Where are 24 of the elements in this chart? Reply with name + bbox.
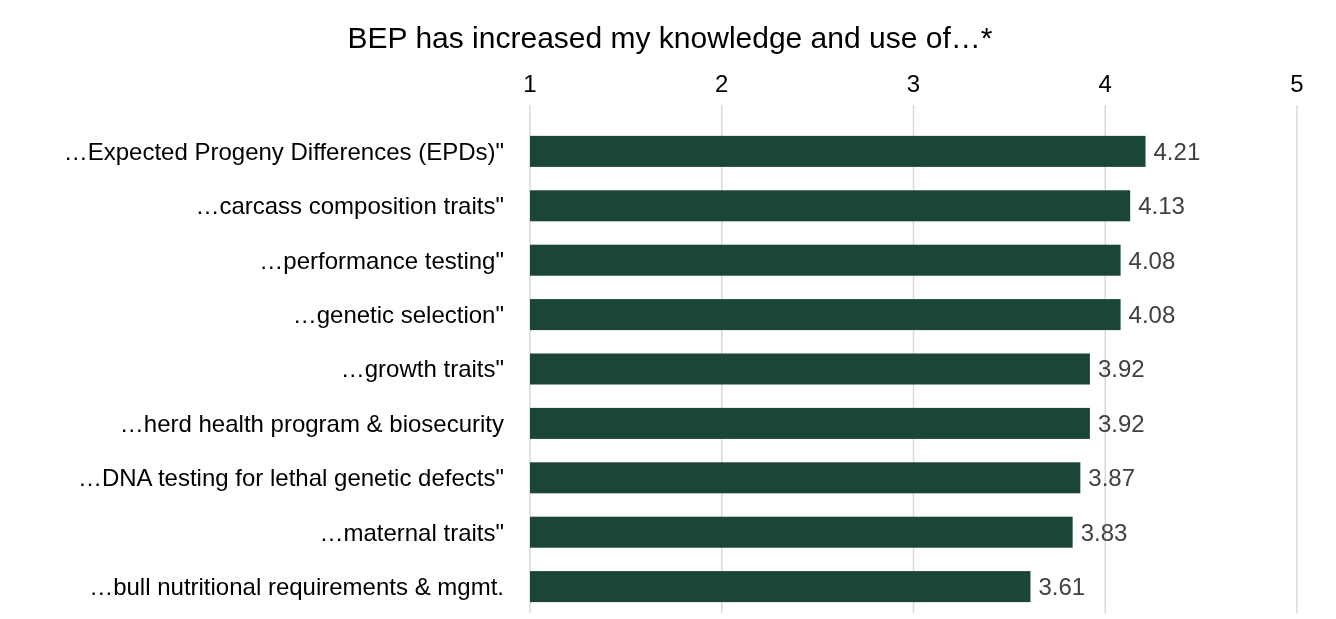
chart-title: BEP has increased my knowledge and use of…* (347, 21, 993, 54)
data-label: 3.83 (1080, 518, 1128, 546)
y-tick-label: …DNA testing for lethal genetic defects" (77, 464, 504, 492)
x-tick-label: 1 (523, 70, 537, 97)
y-tick-label: …growth traits" (340, 355, 504, 383)
x-tick-label: 5 (1290, 70, 1304, 97)
data-label: 4.08 (1128, 246, 1176, 274)
data-label: 4.21 (1153, 137, 1201, 165)
data-label: 3.92 (1097, 355, 1145, 383)
y-tick-label: …bull nutritional requirements & mgmt. (89, 573, 504, 601)
x-tick-label: 2 (715, 70, 729, 97)
y-tick-label: …genetic selection" (292, 301, 504, 328)
y-tick-label: …Expected Progeny Differences (EPDs)" (63, 137, 504, 165)
x-tick-label: 3 (906, 70, 921, 97)
x-tick-label: 4 (1098, 70, 1112, 97)
data-label: 3.87 (1088, 464, 1136, 492)
data-label: 4.08 (1128, 301, 1176, 328)
y-tick-label: …carcass composition traits" (195, 192, 504, 220)
data-label: 3.61 (1038, 573, 1086, 601)
y-tick-label: …performance testing" (259, 246, 504, 274)
data-label: 3.92 (1097, 409, 1145, 437)
y-tick-label: …maternal traits" (319, 518, 504, 546)
data-label: 4.13 (1138, 192, 1185, 220)
y-tick-label: …herd health program & biosecurity (119, 409, 504, 437)
